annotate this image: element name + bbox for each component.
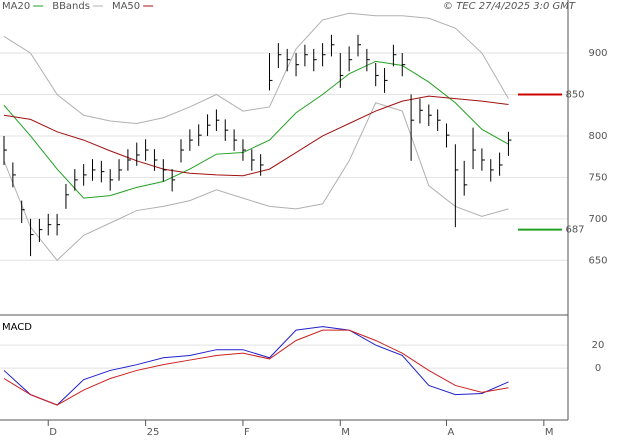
x-tick-label: M	[341, 427, 350, 438]
y-tick-label: 700	[588, 214, 607, 225]
macd-title: MACD	[2, 322, 32, 333]
x-tick-label: M	[545, 427, 554, 438]
y-tick-label: 0	[595, 363, 601, 374]
annotation-bg	[587, 88, 613, 101]
macd-line	[3, 326, 509, 406]
legend-label: MA20	[2, 1, 30, 12]
legend-label: MA50	[112, 1, 140, 12]
y-tick-label: 900	[588, 48, 607, 59]
x-tick-label: 25	[147, 427, 160, 438]
copyright: © TEC 27/4/2025 3:0 GMT	[443, 1, 576, 12]
x-tick-label: F	[244, 427, 250, 438]
x-tick-label: A	[448, 427, 455, 438]
bband-upper	[3, 12, 509, 125]
y-tick-label: 650	[588, 255, 607, 266]
y-tick-label: 800	[588, 131, 607, 142]
annotation-bg	[587, 223, 613, 236]
annotation-label: 687	[565, 225, 584, 236]
x-tick-label: D	[49, 427, 57, 438]
annotation-label: 850	[565, 90, 584, 101]
y-tick-label: 20	[592, 340, 605, 351]
macd-line	[3, 329, 509, 406]
y-tick-label: 750	[588, 172, 607, 183]
ma-line	[3, 60, 509, 199]
ma-line	[3, 95, 509, 177]
bband-lower	[3, 102, 509, 262]
legend-label: BBands	[52, 1, 90, 12]
